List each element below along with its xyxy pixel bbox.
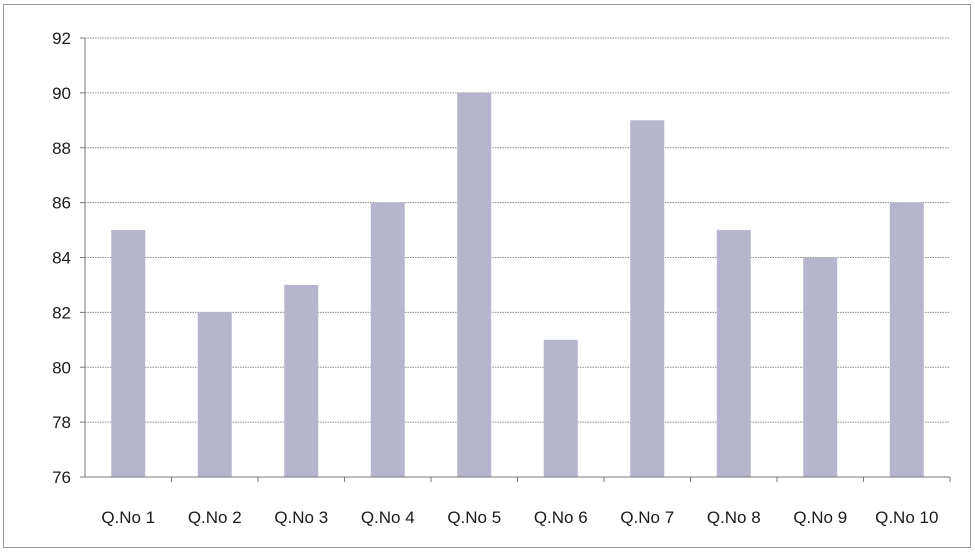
bar (111, 230, 146, 477)
bar (889, 202, 924, 477)
bars (111, 92, 924, 477)
x-tick-label: Q.No 3 (274, 508, 328, 527)
axes (80, 37, 951, 482)
y-tick-label: 86 (52, 194, 71, 213)
x-tick-label: Q.No 4 (361, 508, 415, 527)
bar (370, 202, 405, 477)
x-tick-label: Q.No 1 (101, 508, 155, 527)
y-tick-label: 76 (52, 468, 71, 487)
bar (716, 230, 751, 477)
bar (197, 312, 232, 477)
x-tick-label: Q.No 8 (707, 508, 761, 527)
x-tick-label: Q.No 2 (188, 508, 242, 527)
x-tick-label: Q.No 5 (447, 508, 501, 527)
x-tick-label: Q.No 10 (875, 508, 938, 527)
y-tick-labels: 76 78 80 82 84 86 88 90 92 (52, 29, 71, 487)
bar (543, 339, 578, 477)
x-tick-labels: Q.No 1 Q.No 2 Q.No 3 Q.No 4 Q.No 5 Q.No 6 Q.No… (101, 508, 938, 527)
y-tick-label: 82 (52, 303, 71, 322)
x-tick-label: Q.No 6 (534, 508, 588, 527)
y-tick-label: 90 (52, 84, 71, 103)
y-tick-label: 84 (52, 249, 71, 268)
y-tick-label: 88 (52, 139, 71, 158)
y-tick-label: 80 (52, 358, 71, 377)
bar (284, 284, 319, 477)
y-tick-label: 78 (52, 413, 71, 432)
bar (457, 92, 492, 477)
bar (803, 257, 838, 477)
bar (630, 120, 665, 477)
x-tick-label: Q.No 9 (793, 508, 847, 527)
y-tick-label: 92 (52, 29, 71, 48)
x-tick-label: Q.No 7 (620, 508, 674, 527)
